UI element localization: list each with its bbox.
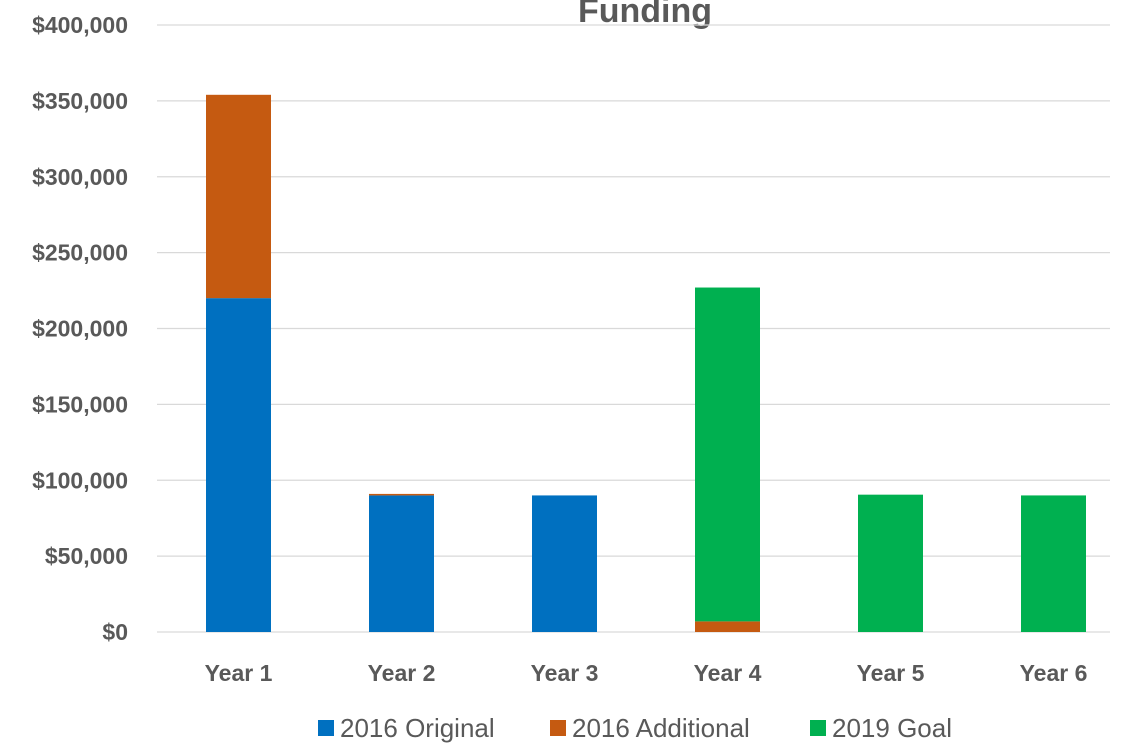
y-tick-label: $200,000 [32,316,128,342]
y-tick-label: $400,000 [32,12,128,38]
legend-swatch [550,720,566,736]
bar-segment [695,621,760,632]
y-tick-label: $350,000 [32,88,128,114]
bar-segment [206,298,271,632]
bar-segment [206,94,271,299]
x-category-label: Year 5 [857,660,925,686]
bar-segment [1021,495,1086,632]
legend: 2016 Original 2016 Additional 2019 Goal [318,713,952,743]
x-category-label: Year 4 [694,660,762,686]
bar-segment [532,495,597,632]
x-category-label: Year 6 [1020,660,1088,686]
gridlines [157,24,1110,633]
bar-segment [858,494,923,632]
x-category-label: Year 2 [368,660,436,686]
y-tick-label: $0 [102,619,128,645]
y-tick-label: $100,000 [32,467,128,493]
y-tick-label: $150,000 [32,391,128,417]
x-category-label: Year 3 [531,660,599,686]
legend-label: 2016 Additional [572,713,750,743]
x-category-label: Year 1 [205,660,273,686]
bars [206,94,1086,632]
y-axis-tick-labels: $0 $50,000 $100,000 $150,000 $200,000 $250,00… [32,12,128,645]
legend-label: 2016 Original [340,713,495,743]
bar-segment [369,495,434,632]
bar-segment [695,287,760,622]
bar-segment [369,493,434,496]
y-tick-label: $300,000 [32,164,128,190]
y-tick-label: $50,000 [45,543,128,569]
legend-label: 2019 Goal [832,713,952,743]
y-tick-label: $250,000 [32,240,128,266]
legend-swatch [810,720,826,736]
legend-swatch [318,720,334,736]
x-axis-category-labels: Year 1 Year 2 Year 3 Year 4 Year 5 Year 6 [205,660,1088,686]
